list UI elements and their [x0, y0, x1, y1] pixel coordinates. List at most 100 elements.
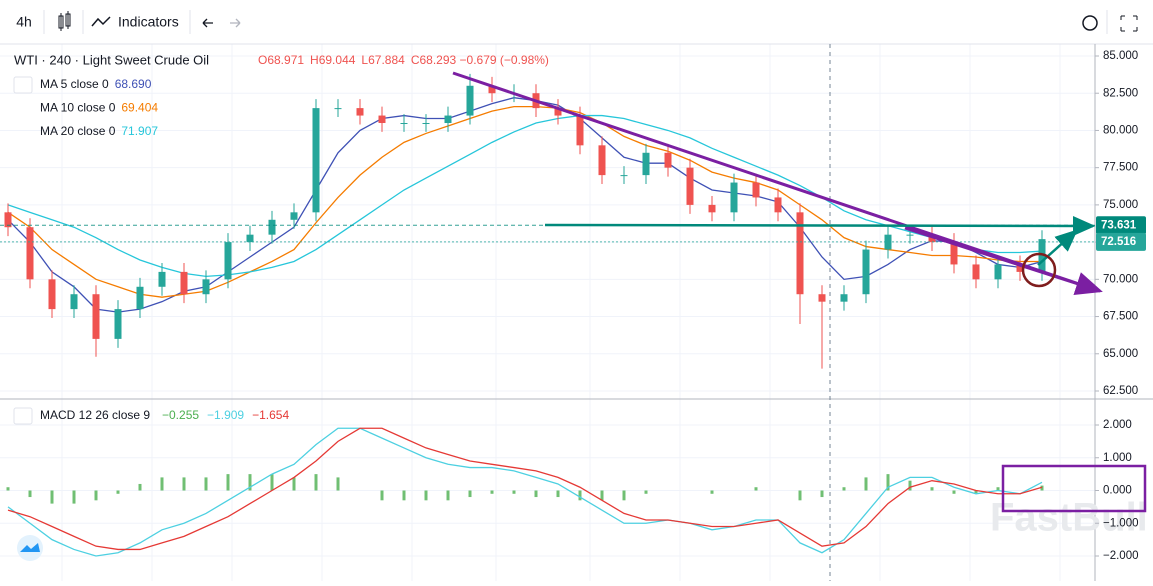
candle-body: [686, 167, 694, 205]
histogram-bar: [380, 490, 384, 501]
circle-highlight[interactable]: [1021, 252, 1057, 288]
y-tick-label: 65.000: [1103, 348, 1138, 360]
fullscreen-button[interactable]: [1120, 15, 1138, 32]
candle-body: [730, 182, 738, 213]
candle-body: [422, 123, 430, 124]
candle-body: [950, 242, 958, 265]
candle-body: [796, 212, 804, 295]
histogram-bar: [820, 490, 824, 498]
collapse-button: [13, 407, 33, 425]
y-tick-label: 1.000: [1103, 452, 1132, 464]
histogram-bar: [116, 490, 120, 494]
histogram-bar: [424, 490, 428, 501]
horizontal-ray[interactable]: [544, 215, 1096, 236]
candle-body: [26, 227, 34, 280]
legend-label: MA 10 close 0: [40, 101, 116, 115]
candle-body: [774, 197, 782, 213]
moving-average-line: [7, 97, 1043, 313]
interval-button[interactable]: 4h: [16, 14, 32, 30]
redo-button[interactable]: [230, 18, 241, 28]
legend-value: −1.909: [207, 408, 244, 422]
histogram-bar: [534, 490, 538, 498]
histogram-bar: [336, 477, 340, 491]
candle-body: [114, 309, 122, 339]
candle-body: [1016, 264, 1024, 272]
histogram-bar: [50, 490, 54, 504]
histogram-bar: [996, 487, 1000, 491]
candle-body: [4, 212, 12, 228]
histogram-bar: [1040, 485, 1044, 491]
histogram-bar: [28, 490, 32, 498]
candle-body: [356, 108, 364, 116]
legend-label: MA 5 close 0: [40, 77, 109, 91]
y-tick-label: −1.000: [1103, 517, 1139, 529]
histogram-bar: [512, 490, 516, 494]
ohlc-value: C68.293 −0.679 (−0.98%): [411, 53, 549, 67]
ohlc-value: L67.884: [361, 53, 405, 67]
y-tick-label: 0.000: [1103, 485, 1132, 497]
candle-body: [202, 279, 210, 295]
toolbar: [0, 0, 1153, 44]
histogram-bar: [600, 490, 604, 501]
y-tick-label: 75.000: [1103, 199, 1138, 211]
candle-body: [994, 264, 1002, 280]
price-tag-label: 73.631: [1101, 219, 1137, 231]
histogram-bar: [622, 490, 626, 501]
histogram-bar: [930, 487, 934, 491]
y-tick-label: −2.000: [1103, 550, 1139, 562]
candle-body: [312, 108, 320, 213]
candle-body: [136, 286, 144, 310]
candle-body: [246, 234, 254, 243]
legend-value: −1.654: [252, 408, 289, 422]
rectangle-highlight[interactable]: [1001, 464, 1147, 513]
candle-body: [862, 249, 870, 295]
candle-body: [70, 294, 78, 310]
histogram-bar: [182, 477, 186, 491]
indicators-icon[interactable]: [91, 16, 111, 27]
candle-body: [334, 108, 342, 110]
legend-label: MA 20 close 0: [40, 124, 116, 138]
undo-button[interactable]: [202, 18, 213, 28]
watermark: FastBull: [990, 496, 1148, 540]
histogram-bar: [710, 490, 714, 494]
histogram-bar: [292, 477, 296, 491]
histogram-bar: [644, 490, 648, 494]
histogram-bar: [490, 490, 494, 494]
candle-body: [752, 182, 760, 198]
logo: [17, 535, 43, 561]
legend-value: 69.404: [121, 101, 158, 115]
collapse-button: [13, 76, 33, 94]
arrow[interactable]: [1037, 229, 1078, 266]
candle-body: [158, 271, 166, 287]
histogram-bar: [468, 490, 472, 498]
candle-body: [708, 204, 716, 213]
histogram-bar: [446, 490, 450, 501]
price-tag: [1096, 216, 1146, 235]
indicators-button[interactable]: Indicators: [118, 14, 179, 30]
histogram-bar: [952, 490, 956, 494]
candle-body: [906, 234, 914, 236]
histogram-bar: [974, 490, 978, 494]
y-tick-label: 70.000: [1103, 273, 1138, 285]
candle-body: [576, 115, 584, 146]
histogram-bar: [754, 487, 758, 491]
candle-body: [290, 212, 298, 220]
histogram-bar: [864, 477, 868, 491]
trend-line[interactable]: [904, 226, 1103, 296]
moving-average-line: [7, 114, 1043, 278]
candle-body: [818, 294, 826, 302]
histogram-bar: [248, 474, 252, 491]
settings-button[interactable]: [1082, 15, 1098, 31]
histogram-bar: [908, 480, 912, 491]
legend-value: 68.690: [115, 77, 152, 91]
histogram-bar: [94, 490, 98, 501]
candle-body: [466, 85, 474, 116]
ohlc-value: H69.044: [310, 53, 356, 67]
histogram-bar: [226, 474, 230, 491]
histogram-bar: [204, 477, 208, 491]
histogram-bar: [6, 487, 10, 491]
candle-body: [972, 264, 980, 280]
histogram-bar: [160, 477, 164, 491]
candle-body: [664, 152, 672, 168]
chart-type-button[interactable]: [58, 11, 71, 31]
